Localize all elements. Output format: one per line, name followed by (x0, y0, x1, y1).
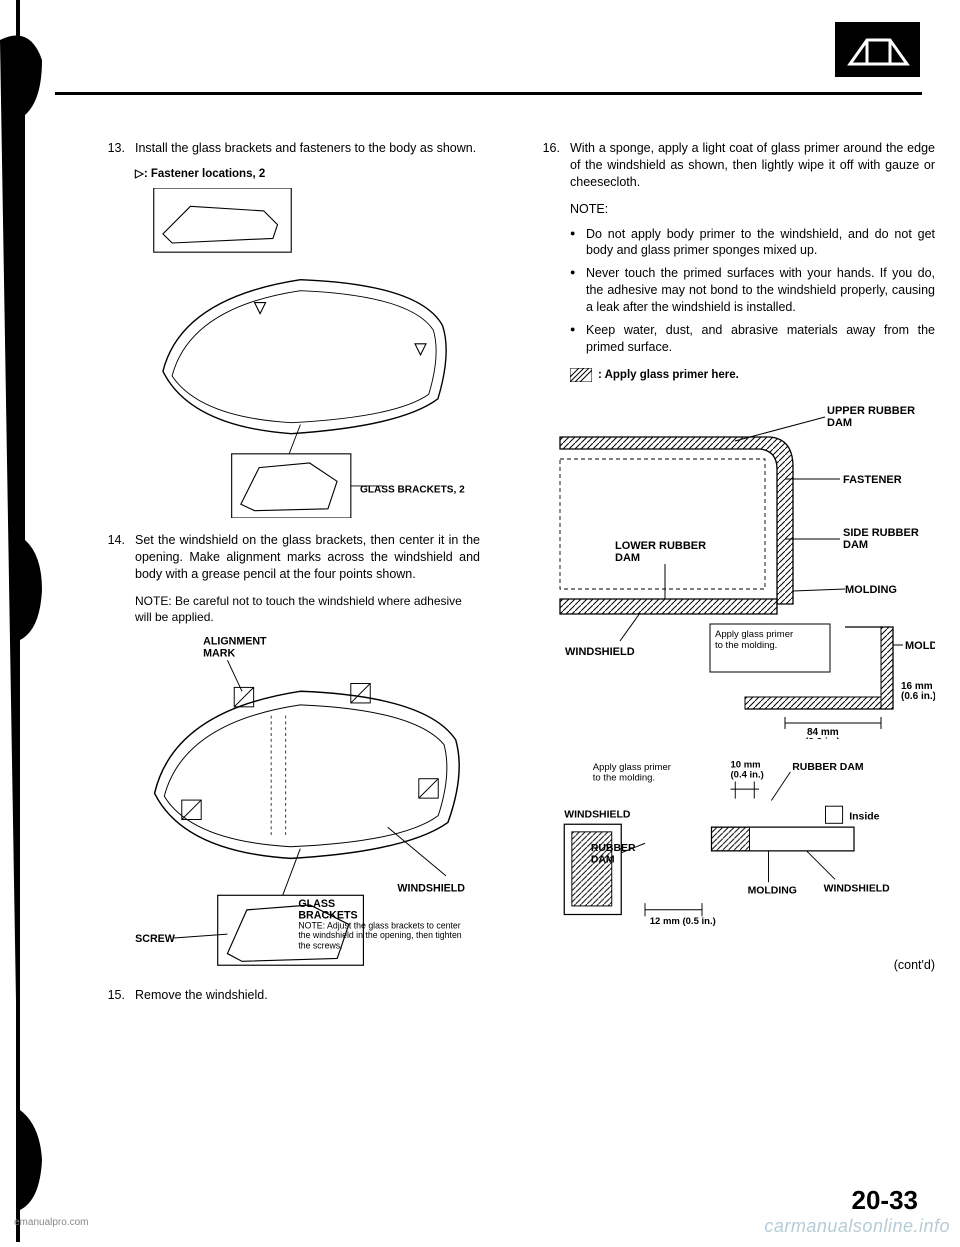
label-side-rubber-dam: SIDE RUBBER (843, 527, 919, 539)
bullet-item: Never touch the primed surfaces with you… (570, 265, 935, 316)
step-14: 14. Set the windshield on the glass brac… (105, 532, 480, 583)
left-column: 13. Install the glass brackets and faste… (105, 140, 480, 1162)
step-text: Install the glass brackets and fasteners… (135, 140, 480, 157)
note-bullets: Do not apply body primer to the windshie… (570, 226, 935, 356)
hatch-icon (570, 368, 592, 382)
footer-source: emanualpro.com (14, 1217, 88, 1228)
label-rubber-dam-2: RUBBER (591, 843, 636, 854)
vehicle-icon (835, 22, 920, 77)
figure-step14: ALIGNMENT MARK (130, 633, 480, 973)
page-number: 20-33 (852, 1185, 919, 1216)
note-heading: NOTE: (570, 201, 935, 218)
label-upper-rubber-dam: UPPER RUBBER (827, 405, 915, 417)
step-number: 16. (540, 140, 560, 191)
watermark: carmanualsonline.info (764, 1216, 950, 1237)
step-number: 14. (105, 532, 125, 583)
hatch-legend-text: : Apply glass primer here. (598, 368, 739, 384)
top-rule (55, 92, 922, 95)
svg-text:DAM: DAM (827, 417, 852, 429)
svg-text:(0.6 in.): (0.6 in.) (901, 691, 935, 702)
label-glass: GLASS (298, 898, 335, 910)
figure-primer-upper: UPPER RUBBER DAM FASTENER SIDE RUBBER DA… (545, 389, 935, 739)
svg-text:(3.3 in.): (3.3 in.) (805, 737, 840, 739)
hatch-legend: : Apply glass primer here. (570, 368, 935, 384)
label-fastener: FASTENER (843, 474, 902, 486)
label-apply-primer-molding: Apply glass primer (715, 629, 793, 640)
label-inside: Inside (849, 812, 879, 823)
svg-text:(0.4 in.): (0.4 in.) (731, 770, 764, 781)
svg-text:DAM: DAM (591, 854, 615, 865)
label-12mm: 12 mm (0.5 in.) (650, 916, 716, 927)
step-13: 13. Install the glass brackets and faste… (105, 140, 480, 157)
label-windshield: WINDSHIELD (397, 883, 465, 895)
step14-note: NOTE: Be careful not to touch the windsh… (135, 593, 480, 625)
bullet-item: Keep water, dust, and abrasive materials… (570, 322, 935, 356)
label-lower-rubber-dam: LOWER RUBBER (615, 540, 706, 552)
bracket-adjust-note: NOTE: Adjust the glass brackets to cente… (298, 921, 473, 951)
step-text: With a sponge, apply a light coat of gla… (570, 140, 935, 191)
step-text: Remove the windshield. (135, 987, 480, 1004)
content-columns: 13. Install the glass brackets and faste… (105, 140, 920, 1162)
figure-primer-lower: Apply glass primer to the molding. 10 mm… (545, 753, 935, 943)
label-molding: MOLDING (845, 584, 897, 596)
manual-page: 13. Install the glass brackets and faste… (0, 0, 960, 1242)
label-windshield-right: WINDSHIELD (824, 884, 891, 895)
svg-text:DAM: DAM (843, 539, 868, 551)
label-rubber-dam-top: RUBBER DAM (792, 762, 863, 773)
svg-text:to the molding.: to the molding. (715, 640, 777, 651)
step-15: 15. Remove the windshield. (105, 987, 480, 1004)
continued-label: (cont'd) (540, 957, 935, 974)
step-16: 16. With a sponge, apply a light coat of… (540, 140, 935, 191)
step-text: Set the windshield on the glass brackets… (135, 532, 480, 583)
label-10mm: 10 mm (731, 759, 761, 770)
label-windshield-left: WINDSHIELD (564, 810, 631, 821)
svg-text:to the molding.: to the molding. (593, 773, 655, 784)
svg-text:MARK: MARK (203, 648, 235, 660)
label-screw: SCREW (135, 933, 176, 945)
right-column: 16. With a sponge, apply a light coat of… (540, 140, 935, 1162)
label-alignment-mark: ALIGNMENT (203, 636, 267, 648)
label-molding-lower: MOLDING (748, 886, 797, 897)
step-number: 13. (105, 140, 125, 157)
bullet-item: Do not apply body primer to the windshie… (570, 226, 935, 260)
label-windshield: WINDSHIELD (565, 646, 635, 658)
label-apply-primer-molding-2: Apply glass primer (593, 762, 671, 773)
label-glass-brackets: GLASS BRACKETS, 2 (360, 485, 465, 496)
binder-spine (0, 0, 45, 1242)
label-molding2: MOLDING (905, 640, 935, 652)
figure-step13: GLASS BRACKETS, 2 (130, 188, 480, 518)
svg-text:DAM: DAM (615, 552, 640, 564)
step-number: 15. (105, 987, 125, 1004)
fastener-locations-note: ▷: Fastener locations, 2 (135, 167, 480, 183)
